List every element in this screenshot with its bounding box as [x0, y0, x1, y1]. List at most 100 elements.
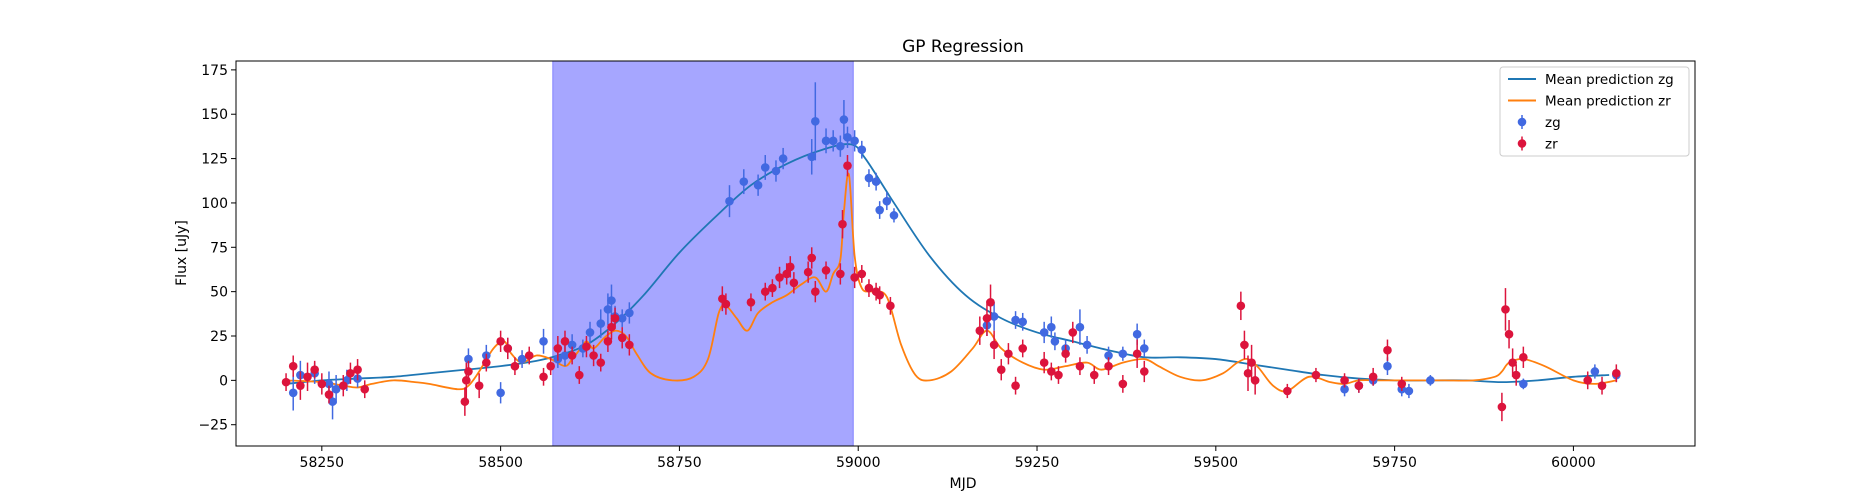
data-point-zr	[1240, 340, 1249, 350]
x-axis: 58250 58500 58750 59000 59250 59500 59750 60000	[300, 446, 1596, 471]
data-point-zg	[596, 319, 606, 328]
data-point-zg	[567, 340, 577, 350]
data-point-zg	[771, 166, 781, 176]
shaded-region	[552, 60, 854, 447]
x-tick-label: 59000	[836, 455, 881, 471]
data-point-zr	[1039, 358, 1049, 367]
data-point-zr	[1612, 368, 1621, 378]
data-point-zg	[328, 397, 337, 406]
data-point-zg	[760, 163, 770, 172]
data-point-zr	[303, 372, 312, 382]
y-tick-label: 25	[210, 329, 228, 345]
data-point-zg	[496, 388, 505, 398]
data-point-zr	[1054, 370, 1063, 380]
data-point-zg	[1104, 351, 1113, 360]
legend: Mean prediction zg Mean prediction zr zg zr	[1499, 66, 1690, 157]
y-tick-label: −25	[198, 418, 228, 434]
data-point-zg	[821, 136, 831, 146]
data-point-zr	[760, 287, 770, 296]
data-point-zr	[574, 370, 584, 380]
data-point-zr	[975, 326, 985, 335]
data-point-zr	[1283, 386, 1292, 396]
data-point-zr	[560, 337, 570, 346]
data-point-zr	[857, 269, 867, 279]
data-point-zr	[1243, 368, 1253, 378]
data-point-zr	[768, 283, 777, 293]
data-point-zr	[1354, 381, 1364, 390]
data-point-zr	[461, 376, 471, 385]
legend-label: zr	[1545, 137, 1558, 153]
data-point-zr	[1061, 349, 1070, 359]
data-point-zg	[1018, 317, 1028, 327]
data-point-zr	[310, 365, 319, 375]
data-point-zr	[1118, 379, 1128, 389]
data-point-zr	[324, 390, 334, 399]
legend-item-zr: zr	[1517, 136, 1558, 153]
data-point-zr	[281, 377, 291, 387]
data-point-zg	[889, 211, 899, 220]
legend-label: zg	[1545, 115, 1561, 131]
data-point-zr	[836, 269, 845, 279]
data-point-zr	[811, 287, 820, 296]
data-point-zr	[1311, 370, 1321, 380]
legend-point-swatch	[1517, 117, 1527, 127]
data-point-zr	[821, 266, 831, 275]
x-tick-label: 58250	[300, 455, 345, 471]
data-point-zg	[1082, 340, 1092, 350]
data-point-zr	[982, 313, 992, 323]
data-point-zr	[610, 313, 620, 323]
plot-content	[281, 82, 1621, 422]
data-point-zr	[482, 358, 491, 367]
data-point-zg	[1118, 349, 1128, 359]
data-point-zr	[510, 361, 520, 371]
plot-area	[235, 60, 1696, 447]
data-point-zg	[625, 308, 634, 318]
y-tick-label: 75	[210, 240, 228, 256]
data-point-zr	[625, 340, 634, 350]
data-point-zr	[603, 337, 613, 346]
data-point-zr	[360, 384, 370, 394]
data-point-zr	[582, 342, 591, 351]
data-point-zr	[596, 358, 606, 367]
data-point-zg	[607, 296, 616, 305]
y-tick-label: 175	[201, 63, 228, 79]
data-point-zg	[864, 173, 874, 183]
data-point-zg	[1039, 328, 1049, 337]
data-point-zr	[989, 340, 999, 350]
data-point-zr	[1497, 402, 1507, 412]
data-point-zr	[567, 351, 577, 360]
data-point-zr	[782, 269, 792, 279]
data-point-zr	[803, 267, 813, 277]
data-point-zr	[553, 344, 563, 353]
data-point-zg	[1075, 322, 1085, 332]
data-point-zr	[1018, 344, 1028, 353]
data-point-zr	[460, 397, 470, 406]
data-point-zr	[1236, 301, 1246, 311]
data-point-zr	[503, 344, 513, 353]
y-tick-label: 50	[210, 285, 228, 301]
data-point-zr	[524, 351, 534, 360]
legend-point-swatch	[1517, 139, 1527, 148]
legend-item-mean-prediction-zg: Mean prediction zg	[1508, 72, 1674, 88]
data-point-zr	[1597, 381, 1607, 390]
data-point-zg	[807, 152, 817, 162]
data-point-zr	[1340, 376, 1349, 385]
series-zr-points	[281, 155, 1621, 422]
data-point-zr	[1250, 376, 1260, 385]
x-tick-label: 59500	[1194, 455, 1239, 471]
data-point-zg	[617, 313, 627, 323]
data-point-zr	[746, 297, 756, 307]
data-point-zr	[807, 253, 817, 263]
data-point-zg	[989, 312, 999, 321]
data-point-zg	[464, 354, 473, 364]
legend-box	[1499, 66, 1690, 157]
data-point-zg	[839, 115, 849, 124]
data-point-zg	[871, 177, 881, 186]
data-point-zr	[1397, 379, 1407, 389]
data-point-zr	[775, 273, 784, 282]
data-point-zg	[585, 328, 595, 337]
data-point-zr	[464, 367, 473, 376]
data-point-zr	[1047, 367, 1056, 376]
data-point-zg	[753, 180, 763, 190]
y-tick-label: 0	[219, 373, 228, 389]
